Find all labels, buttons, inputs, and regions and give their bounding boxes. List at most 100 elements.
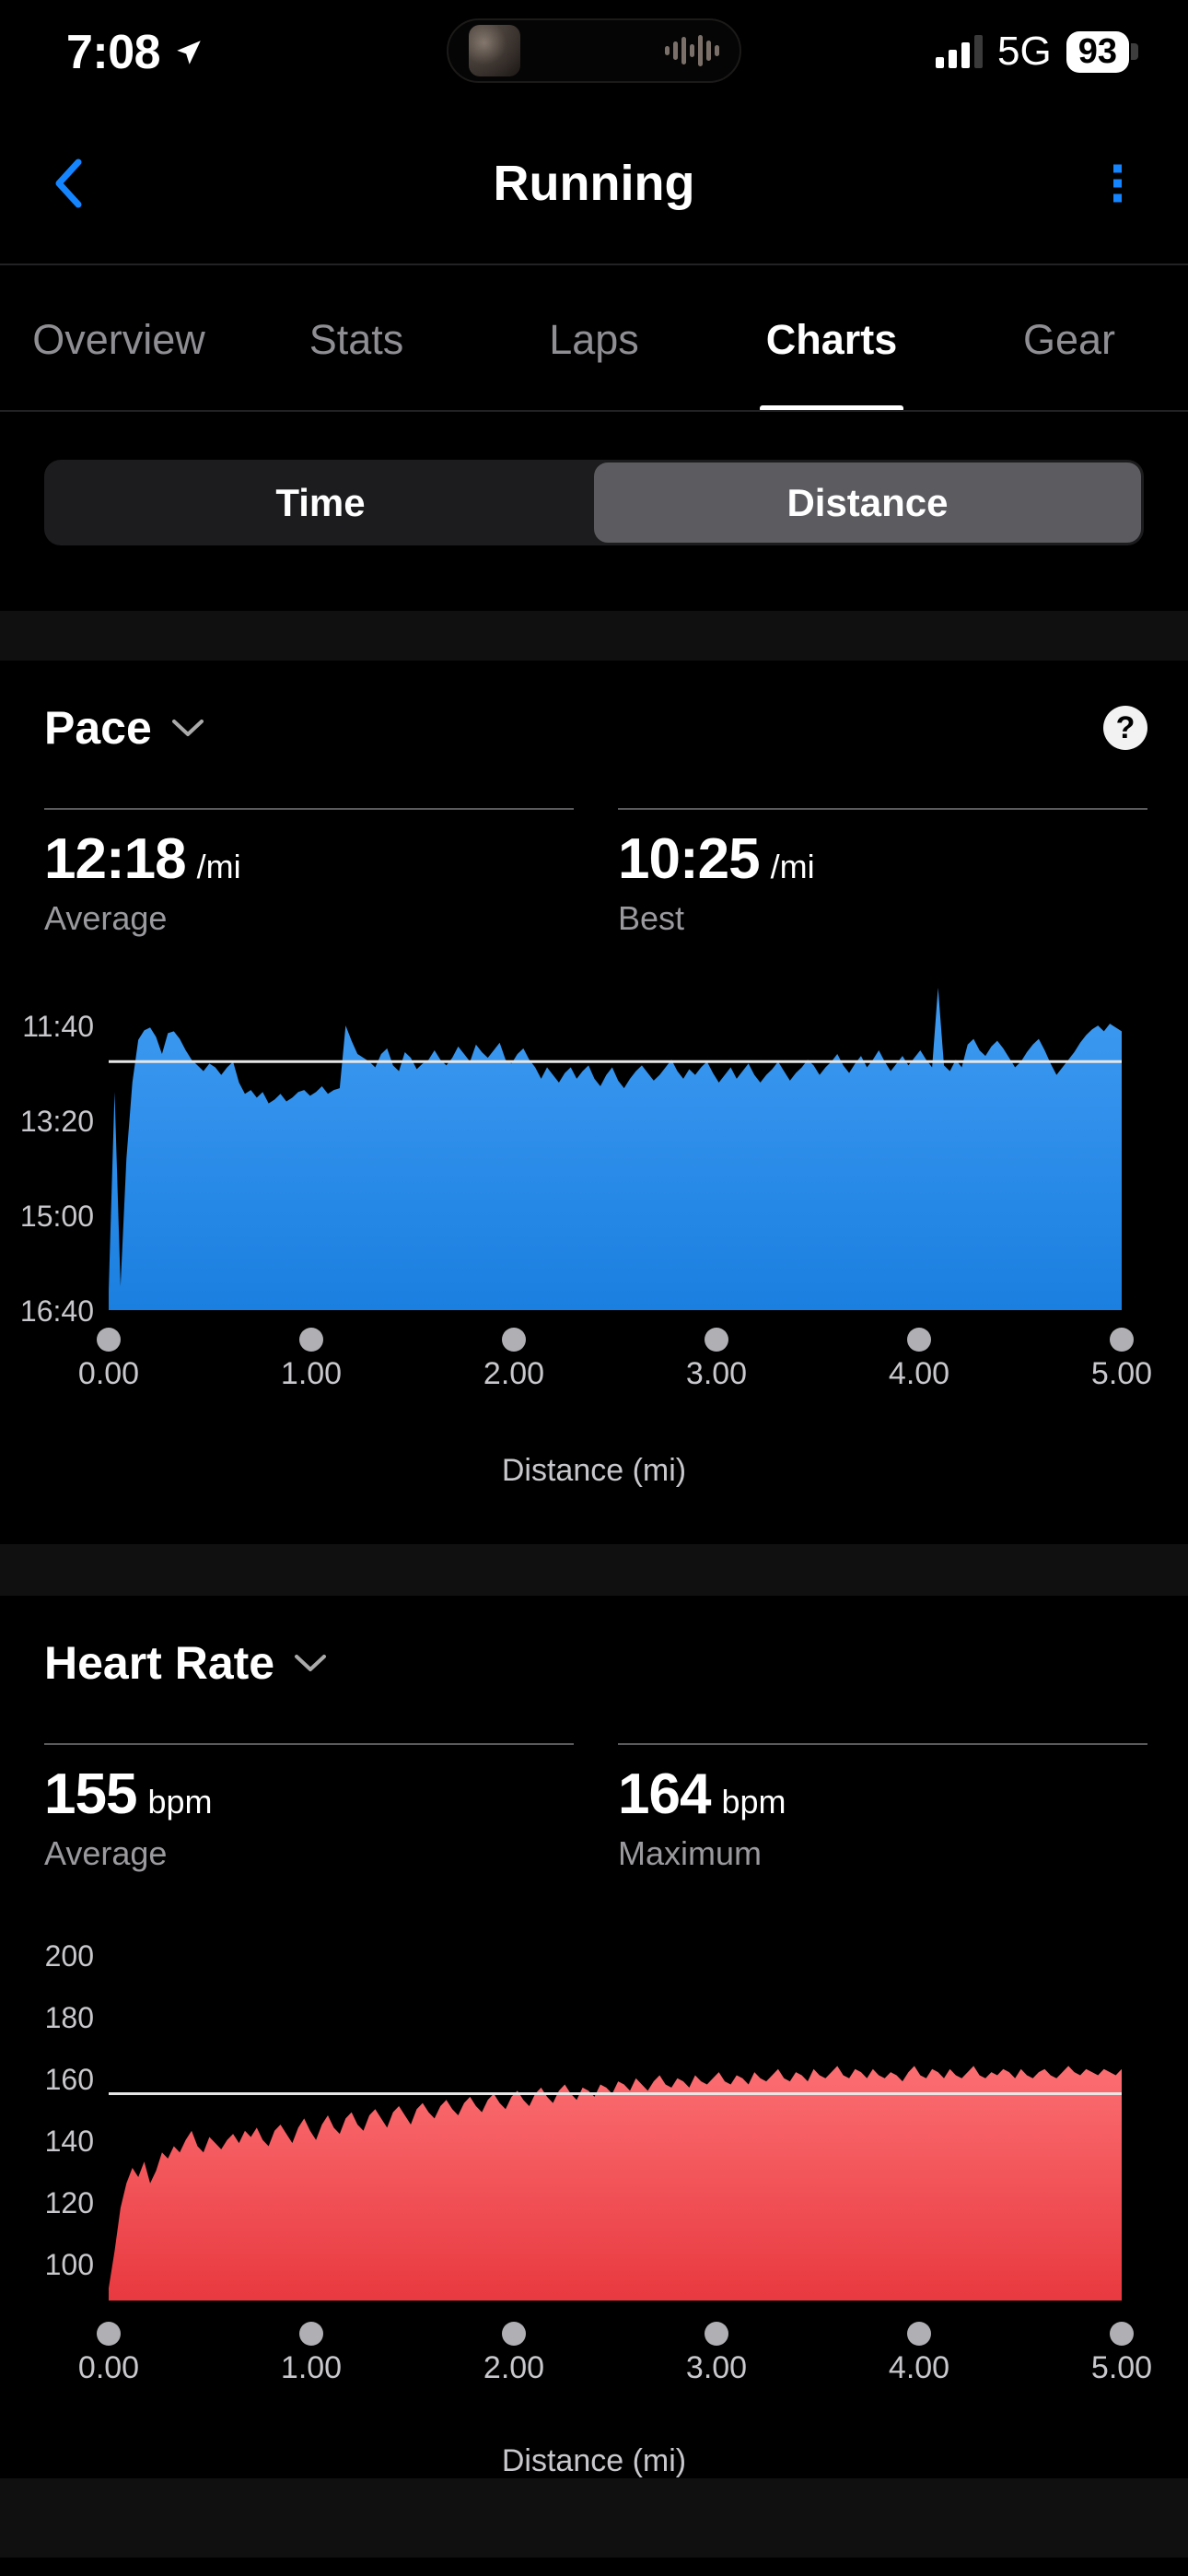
tab-label: Charts [765,315,898,363]
tab-label: Gear [1022,315,1116,363]
status-bar-right: 5G 93 [936,29,1129,75]
pace-average-value: 12:18 [44,827,187,891]
heart-rate-maximum-unit: bpm [721,1783,786,1821]
x-axis-tick-marker[interactable] [502,2322,526,2346]
x-axis-tick-label: 3.00 [686,2350,747,2385]
chevron-down-icon [295,1655,327,1671]
tab-label: Laps [549,315,639,363]
y-axis-tick-label: 15:00 [20,1200,94,1233]
segment-time[interactable]: Time [47,463,594,543]
tab-gear[interactable]: Gear [950,267,1188,412]
chevron-left-icon [55,158,82,208]
heart-rate-metric-selector[interactable]: Heart Rate [44,1636,328,1690]
pace-chart-svg[interactable]: 11:40 13:20 15:00 16:40 0.00 1.00 2.00 3.00 4.00… [0,978,1188,1434]
pace-average-stat: 12:18 /mi Average [44,808,574,938]
chart-area-series [109,2066,1122,2301]
pace-metric-selector[interactable]: Pace [44,701,205,755]
heart-rate-card-header: Heart Rate [44,1636,1147,1690]
nav-bar: Running [0,101,1188,265]
nav-divider [0,263,1188,265]
heart-rate-average-label: Average [44,1834,168,1872]
segment-label: Time [275,480,366,524]
heart-rate-maximum-value: 164 [618,1762,711,1826]
tab-overview[interactable]: Overview [0,267,238,412]
back-button[interactable] [41,156,96,211]
pace-card-header: Pace ? [44,701,1147,755]
chevron-down-icon [171,720,204,736]
x-axis-tick-label: 1.00 [281,1356,342,1391]
pace-average-label: Average [44,899,168,937]
x-axis-tick-label: 2.00 [483,2350,544,2385]
audio-waveform-icon [665,32,719,69]
heart-rate-card-title: Heart Rate [44,1637,275,1689]
tab-charts[interactable]: Charts [713,267,950,412]
x-axis-tick-label: 0.00 [78,1356,139,1391]
heart-rate-average-value: 155 [44,1762,137,1826]
tab-stats[interactable]: Stats [238,267,475,412]
x-axis-tick-marker[interactable] [299,1328,323,1352]
battery-percent-label: 93 [1077,31,1117,71]
x-axis-tick-marker[interactable] [705,1328,728,1352]
section-gap [0,2478,1188,2558]
tab-label: Overview [32,315,205,363]
battery-indicator: 93 [1066,30,1129,73]
tab-laps[interactable]: Laps [475,267,713,412]
x-axis-tick-marker[interactable] [299,2322,323,2346]
pace-x-axis-title: Distance (mi) [501,1453,687,1488]
tab-bar: Overview Stats Laps Charts Gear [0,267,1188,412]
y-axis-tick-label: 200 [45,1939,94,1973]
x-axis-tick-marker[interactable] [502,1328,526,1352]
chart-axis-segmented-control[interactable]: Time Distance [44,460,1144,545]
x-axis-tick-label: 5.00 [1091,1356,1152,1391]
pace-chart[interactable]: 11:40 13:20 15:00 16:40 0.00 1.00 2.00 3.00 4.00… [0,978,1188,1434]
pace-chart-card: Pace ? 12:18 /mi Average 10:25 /mi [0,661,1188,1544]
x-axis-tick-label: 3.00 [686,1356,747,1391]
y-axis-tick-label: 13:20 [20,1105,94,1138]
x-axis-tick-marker[interactable] [907,1328,931,1352]
y-axis-tick-label: 16:40 [20,1294,94,1328]
x-axis-tick-label: 1.00 [281,2350,342,2385]
more-options-button[interactable] [1101,156,1135,212]
x-axis-tick-label: 2.00 [483,1356,544,1391]
y-axis-tick-label: 140 [45,2125,94,2158]
segment-distance[interactable]: Distance [594,463,1141,543]
heart-rate-chart[interactable]: 200 180 160 140 120 100 0.00 1.00 2.00 3.00 4.00 5.… [0,1914,1188,2425]
status-bar: 7:08 5G 93 [0,0,1188,101]
help-question-icon[interactable]: ? [1103,706,1147,750]
now-playing-artwork[interactable] [469,25,520,76]
heart-rate-stats-row: 155 bpm Average 164 bpm Maximum [44,1743,1147,1873]
pace-card-title: Pace [44,702,152,754]
x-axis-tick-marker[interactable] [907,2322,931,2346]
heart-rate-chart-svg[interactable]: 200 180 160 140 120 100 0.00 1.00 2.00 3.00 4.00 5.… [0,1914,1188,2425]
x-axis-tick-label: 4.00 [889,1356,949,1391]
location-arrow-icon [177,41,201,64]
pace-average-unit: /mi [196,848,241,885]
y-axis-tick-label: 100 [45,2248,94,2281]
dynamic-island[interactable] [447,18,741,83]
heart-rate-chart-card: Heart Rate 155 bpm Average 164 bpm Maxim [0,1596,1188,2522]
x-axis-tick-marker[interactable] [705,2322,728,2346]
y-axis-tick-label: 11:40 [22,1010,94,1043]
page-title: Running [493,156,695,211]
pace-best-stat: 10:25 /mi Best [618,808,1147,938]
x-axis-tick-marker[interactable] [97,2322,121,2346]
status-bar-left: 7:08 [66,25,204,80]
help-glyph: ? [1115,710,1136,745]
heart-rate-maximum-stat: 164 bpm Maximum [618,1743,1147,1873]
cellular-signal-icon [936,35,984,68]
x-axis-tick-label: 4.00 [889,2350,949,2385]
pace-best-value: 10:25 [618,827,761,891]
tab-label: Stats [309,315,404,363]
x-axis-tick-marker[interactable] [97,1328,121,1352]
heart-rate-average-unit: bpm [147,1783,213,1821]
chart-axis-selector-section: Time Distance [0,414,1188,611]
section-gap [0,611,1188,661]
x-axis-tick-marker[interactable] [1110,1328,1134,1352]
chart-area-series [109,988,1122,1310]
heart-rate-maximum-label: Maximum [618,1834,763,1872]
more-vertical-icon-dot [1113,193,1122,203]
x-axis-tick-marker[interactable] [1110,2322,1134,2346]
y-axis-tick-label: 180 [45,2001,94,2034]
tab-bar-divider [0,410,1188,412]
